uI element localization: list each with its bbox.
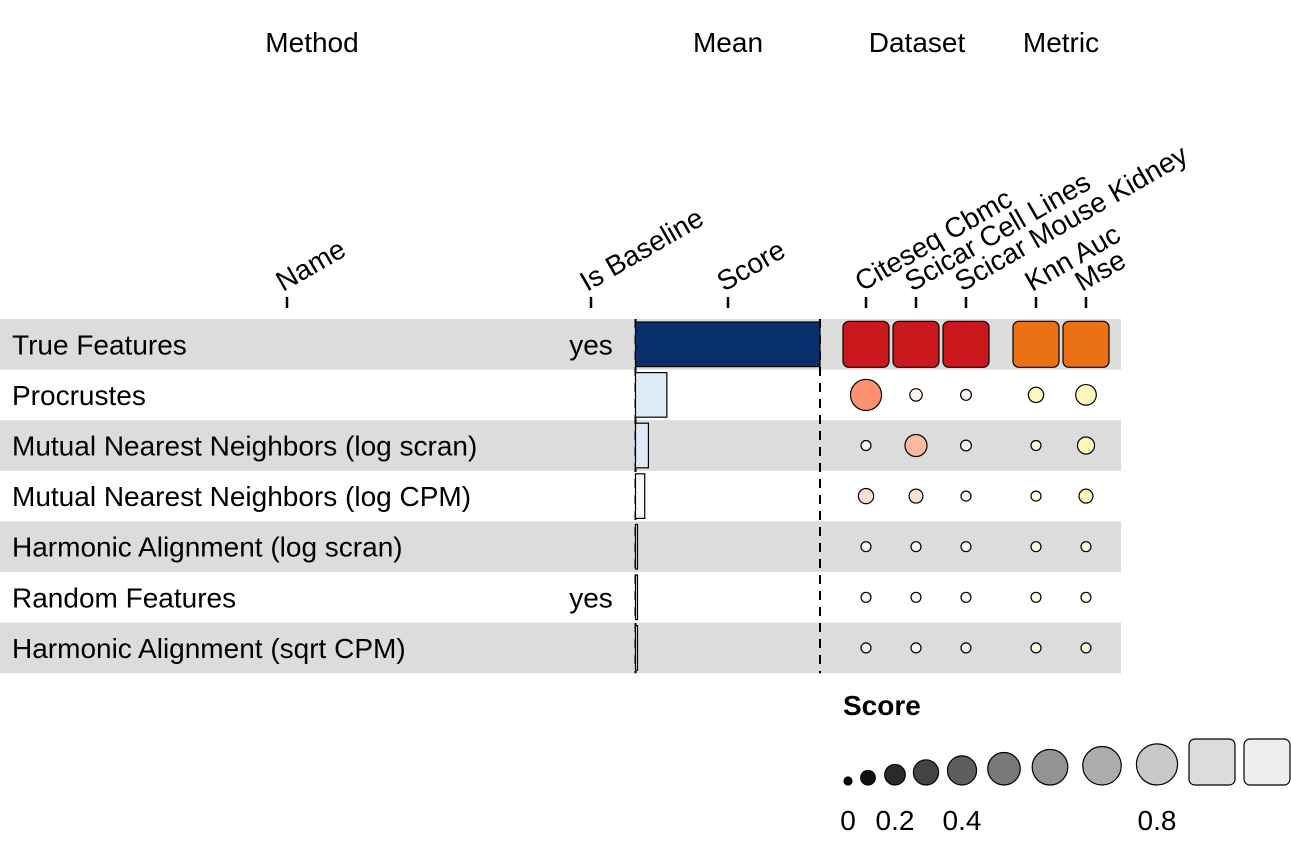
table-row: Procrustes <box>12 372 1097 418</box>
legend-title: Score <box>843 690 921 721</box>
dataset-dot-citeseq_cbmc <box>860 642 872 654</box>
metric-dot-mse <box>1076 436 1096 455</box>
row-stripe <box>0 622 1121 674</box>
score-bar <box>634 523 639 570</box>
legend-tick-label: 0.4 <box>943 805 982 836</box>
score-bar <box>634 372 668 418</box>
group-title-method: Method <box>265 27 358 58</box>
table-row: True Features yes <box>12 320 1110 368</box>
table-row: Harmonic Alignment (log scran) <box>12 523 1092 570</box>
metric-dot-knn_auc <box>1030 591 1042 603</box>
row-name-harmonic-alignment-log-scran: Harmonic Alignment (log scran) <box>12 532 403 563</box>
is-baseline-value: yes <box>569 329 613 360</box>
score-legend: Score 0 0.2 0.4 0.8 <box>840 690 1291 836</box>
group-title-dataset: Dataset <box>869 27 966 58</box>
dataset-dot-scicar_mouse_kidney <box>960 388 972 401</box>
legend-dot <box>987 751 1021 786</box>
dataset-cell-scicar_cell_lines <box>892 320 940 368</box>
table-row: Random Features yes <box>12 574 1092 621</box>
metric-dot-knn_auc <box>1030 490 1042 502</box>
legend-tick-label: 0.8 <box>1138 805 1177 836</box>
legend-dot <box>1135 743 1179 786</box>
metric-dot-knn_auc <box>1030 439 1042 452</box>
dataset-dot-scicar_cell_lines <box>909 388 923 402</box>
metric-cell-mse <box>1062 320 1110 368</box>
row-name-harmonic-alignment-sqrt-cpm: Harmonic Alignment (sqrt CPM) <box>12 633 406 664</box>
dataset-dot-citeseq_cbmc <box>857 487 875 505</box>
legend-box <box>1188 738 1236 786</box>
legend-dot <box>1082 745 1122 786</box>
metric-dot-mse <box>1080 642 1092 654</box>
dataset-dot-scicar_cell_lines <box>908 488 924 504</box>
dataset-dot-scicar_cell_lines <box>910 591 922 603</box>
metric-dot-mse <box>1080 541 1092 553</box>
dataset-dot-citeseq_cbmc <box>860 439 872 452</box>
score-bar <box>634 574 639 621</box>
column-label-is_baseline: Is Baseline <box>575 202 709 297</box>
legend-dot <box>884 763 906 786</box>
dataset-cell-citeseq_cbmc <box>842 320 890 368</box>
dataset-cell-scicar_mouse_kidney <box>942 320 990 368</box>
column-headers: Method Mean Dataset Metric Name Is Baseline Sc… <box>265 27 1193 308</box>
dataset-dot-scicar_mouse_kidney <box>960 591 972 603</box>
table-row: Harmonic Alignment (sqrt CPM) <box>12 624 1092 671</box>
score-bar <box>634 473 646 519</box>
metric-dot-knn_auc <box>1030 541 1042 553</box>
is-baseline-value: yes <box>569 582 613 613</box>
metric-dot-knn_auc <box>1030 642 1042 654</box>
dataset-dot-scicar_cell_lines <box>910 642 922 654</box>
table-row: Mutual Nearest Neighbors (log CPM) <box>12 473 1094 519</box>
metric-dot-knn_auc <box>1027 386 1045 404</box>
dataset-dot-citeseq_cbmc <box>849 378 883 412</box>
dataset-dot-scicar_mouse_kidney <box>960 439 972 452</box>
metric-dot-mse <box>1078 488 1094 504</box>
column-label-score: Score <box>712 234 791 297</box>
table-rows: True Features yes Procrustes Mutual Nearest… <box>12 319 1110 674</box>
group-title-metric: Metric <box>1023 27 1099 58</box>
column-label-name: Name <box>271 233 351 297</box>
legend-dot <box>860 769 876 786</box>
metric-cell-knn_auc <box>1012 320 1060 368</box>
dataset-dot-scicar_mouse_kidney <box>960 490 972 502</box>
legend-tick-label: 0 <box>840 805 856 836</box>
row-name-mutual-nearest-neighbors-log-scran: Mutual Nearest Neighbors (log scran) <box>12 431 477 462</box>
legend-box <box>1243 738 1291 786</box>
score-bar <box>634 321 821 368</box>
legend-dot <box>912 759 940 786</box>
dataset-dot-scicar_cell_lines <box>910 541 922 553</box>
metric-dot-mse <box>1080 591 1092 603</box>
row-name-true-features: True Features <box>12 329 187 360</box>
legend-dot <box>946 755 978 786</box>
row-stripe <box>0 420 1121 471</box>
row-stripe <box>0 521 1121 572</box>
legend-dot <box>843 776 853 786</box>
score-bar <box>634 624 639 671</box>
dataset-dot-scicar_mouse_kidney <box>960 642 972 654</box>
dataset-dot-citeseq_cbmc <box>860 591 872 603</box>
legend-dot <box>1031 748 1069 786</box>
legend-tick-label: 0.2 <box>876 805 915 836</box>
table-row: Mutual Nearest Neighbors (log scran) <box>12 422 1096 469</box>
group-title-mean: Mean <box>693 27 763 58</box>
dataset-dot-citeseq_cbmc <box>860 541 872 553</box>
score-bar <box>634 422 650 469</box>
dataset-dot-scicar_mouse_kidney <box>960 541 972 553</box>
row-name-random-features: Random Features <box>12 582 236 613</box>
row-name-mutual-nearest-neighbors-log-cpm: Mutual Nearest Neighbors (log CPM) <box>12 481 471 512</box>
dataset-dot-scicar_cell_lines <box>904 433 928 458</box>
row-name-procrustes: Procrustes <box>12 380 146 411</box>
metric-dot-mse <box>1075 383 1097 406</box>
